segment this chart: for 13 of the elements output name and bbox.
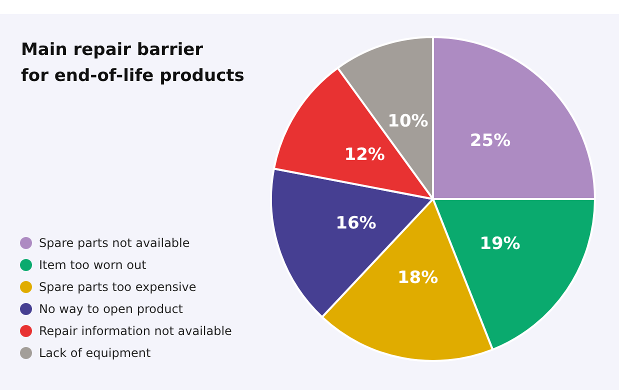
- legend-label: Lack of equipment: [39, 346, 151, 360]
- data-label: 19%: [480, 234, 520, 254]
- legend-label: No way to open product: [39, 302, 183, 316]
- legend-label: Spare parts not available: [39, 236, 190, 250]
- data-label: 18%: [397, 268, 438, 288]
- legend-label: Spare parts too expensive: [39, 280, 196, 294]
- data-label: 25%: [470, 131, 511, 152]
- data-label: 12%: [344, 145, 385, 166]
- data-label: 16%: [336, 213, 376, 234]
- legend-label: Item too worn out: [39, 258, 146, 272]
- text: Main repair barrier for end-of-life products: [21, 39, 244, 88]
- legend-label: Repair information not available: [39, 324, 232, 338]
- data-label: 10%: [388, 111, 428, 132]
